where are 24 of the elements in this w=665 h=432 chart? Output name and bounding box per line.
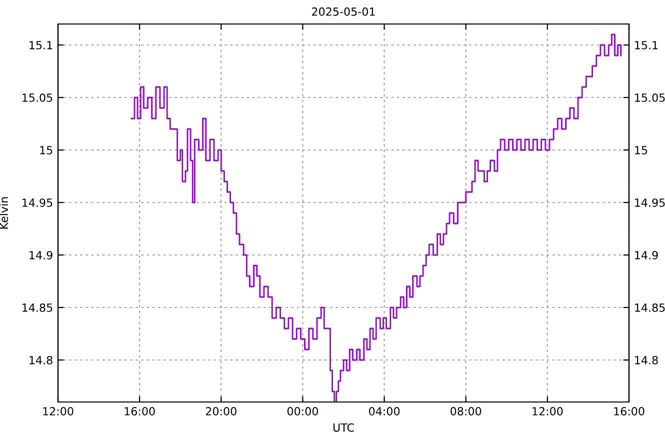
- y2-tick-label: 14.95: [635, 198, 665, 207]
- x-tick-label: 16:00: [614, 407, 644, 416]
- y-tick-label: 14.85: [22, 303, 52, 312]
- x-tick-label: 20:00: [206, 407, 236, 416]
- chart-title: 2025-05-01: [312, 7, 375, 16]
- x-tick-label: 12:00: [43, 407, 74, 416]
- y-tick-label: 14.95: [22, 198, 52, 207]
- y-tick-label: 14.9: [30, 250, 52, 260]
- x-tick-label: 04:00: [369, 407, 400, 416]
- y2-tick-label: 14.85: [635, 303, 665, 312]
- x-tick-label: 12:00: [532, 407, 563, 416]
- y2-tick-label: 15: [635, 146, 648, 154]
- x-tick-label: 00:00: [287, 407, 318, 416]
- x-tick-label: 08:00: [450, 407, 482, 416]
- y2-tick-label: 15.1: [635, 41, 658, 50]
- y2-tick-label: 15.05: [635, 93, 665, 102]
- y-tick-label: 15.05: [22, 93, 52, 102]
- y2-tick-label: 14.9: [635, 250, 658, 260]
- x-tick-label: 16:00: [124, 407, 155, 416]
- x-axis-title: UTC: [333, 423, 354, 432]
- y-tick-label: 15.1: [30, 41, 52, 50]
- y2-tick-label: 14.8: [635, 356, 658, 364]
- y-tick-label: 14.8: [30, 356, 52, 364]
- y-tick-label: 15: [40, 146, 52, 154]
